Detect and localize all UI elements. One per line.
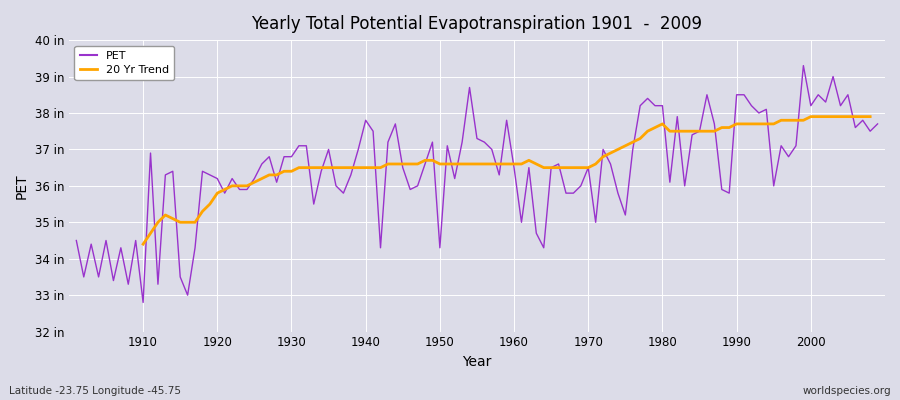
Text: Latitude -23.75 Longitude -45.75: Latitude -23.75 Longitude -45.75 (9, 386, 181, 396)
X-axis label: Year: Year (463, 355, 491, 369)
Y-axis label: PET: PET (15, 173, 29, 199)
Legend: PET, 20 Yr Trend: PET, 20 Yr Trend (75, 46, 175, 80)
Text: worldspecies.org: worldspecies.org (803, 386, 891, 396)
Title: Yearly Total Potential Evapotranspiration 1901  -  2009: Yearly Total Potential Evapotranspiratio… (251, 15, 703, 33)
